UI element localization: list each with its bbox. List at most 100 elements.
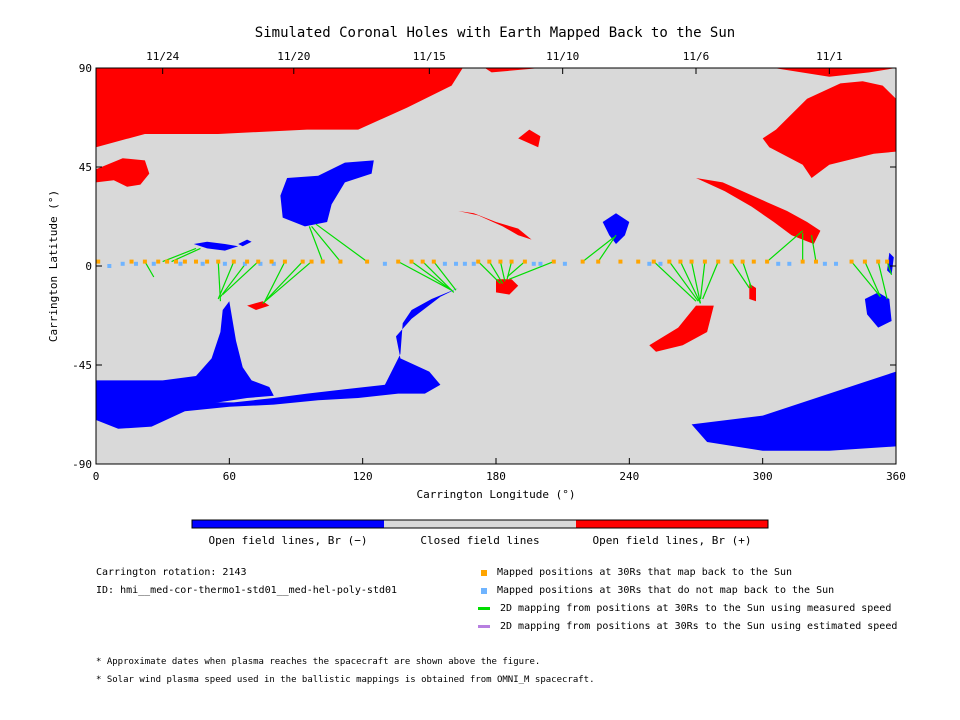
positive-coronal-hole-0 [96, 68, 463, 148]
mapped-point [282, 259, 287, 264]
mapped-point [174, 259, 178, 264]
coronal-hole-regions [96, 68, 896, 451]
mapped-point [800, 259, 805, 264]
measured-mapping-line [266, 261, 304, 300]
unmapped-point [647, 261, 652, 266]
legend-measured-line [478, 607, 490, 610]
negative-coronal-hole-0 [96, 301, 274, 420]
measured-mapping-line [477, 261, 501, 285]
unmapped-point [151, 261, 156, 266]
unmapped-point [462, 261, 467, 266]
measured-mapping-line [582, 236, 615, 263]
measured-mapping-line [488, 261, 504, 284]
mapped-point [651, 259, 656, 264]
measured-mapping-line [499, 261, 506, 282]
mapped-point [431, 259, 436, 264]
x-tick-label: 0 [93, 470, 100, 483]
unmapped-point [531, 261, 536, 266]
measured-mapping-line [702, 261, 719, 300]
unmapped-point [471, 261, 476, 266]
negative-coronal-hole-5 [238, 239, 252, 247]
top-date-label: 11/24 [146, 50, 179, 63]
mapped-point [231, 259, 236, 264]
legend-measured: 2D mapping from positions at 30Rs to the… [478, 603, 891, 614]
colorbar-positive-segment [576, 520, 768, 528]
colorbar-negative-segment [192, 520, 384, 528]
positive-coronal-hole-6 [496, 279, 519, 295]
mapped-point [498, 259, 503, 264]
unmapped-point [271, 261, 276, 266]
mapped-point [678, 259, 683, 264]
mapped-point [885, 259, 890, 264]
legend-measured-label: 2D mapping from positions at 30Rs to the… [500, 603, 892, 614]
measured-mapping-line [144, 261, 155, 278]
unmapped-point [776, 261, 781, 266]
mapped-point [862, 259, 867, 264]
top-date-label: 11/6 [683, 50, 710, 63]
mapped-point [216, 259, 221, 264]
mapped-point [156, 259, 161, 264]
mapped-point [245, 259, 250, 264]
unmapped-point [222, 261, 227, 266]
positive-coronal-hole-2 [696, 178, 821, 244]
positive-coronal-hole-8 [247, 301, 270, 310]
unmapped-point [107, 264, 112, 268]
y-tick-label: 0 [85, 260, 92, 273]
mapping-lines [144, 223, 893, 304]
mapped-point [338, 259, 343, 264]
unmapped-point [822, 261, 827, 266]
measured-mapping-line [311, 226, 341, 262]
colorbar-closed-segment [384, 520, 576, 528]
measured-mapping-line [506, 261, 526, 278]
unmapped-point [538, 261, 543, 266]
y-tick-label: -90 [72, 458, 92, 471]
positive-coronal-hole-1 [484, 68, 896, 178]
unmapped-point [442, 261, 447, 266]
unmapped-point [834, 261, 838, 266]
unmapped-point [200, 261, 205, 266]
mapped-point [182, 259, 187, 264]
measured-mapping-line [597, 234, 617, 262]
mapped-point [716, 259, 721, 264]
positive-coronal-hole-4 [458, 211, 532, 240]
legend-unmapped-marker [481, 587, 487, 594]
x-tick-label: 180 [486, 470, 506, 483]
unmapped-point [120, 261, 125, 266]
top-date-label: 11/10 [546, 50, 579, 63]
negative-coronal-hole-1 [96, 288, 459, 429]
measured-mapping-line [851, 261, 881, 298]
mapped-point [487, 259, 492, 264]
measured-mapping-line [668, 261, 699, 302]
measured-mapping-line [397, 261, 452, 291]
mapped-point [96, 259, 101, 264]
measured-mapping-line [877, 261, 888, 300]
mapped-point [300, 259, 305, 264]
mapped-point [142, 259, 147, 264]
y-tick-label: 90 [79, 62, 92, 75]
y-tick-label: -45 [72, 359, 92, 372]
mapped-point [409, 259, 414, 264]
mapped-point [689, 259, 694, 264]
mapped-point [849, 259, 854, 264]
measured-mapping-line [886, 261, 893, 275]
unmapped-point [178, 261, 183, 266]
mapped-point [636, 259, 641, 264]
legend-mapped-marker [481, 569, 487, 576]
mapped-point [365, 259, 370, 264]
mapped-point [320, 259, 325, 264]
measured-mapping-line [690, 261, 702, 304]
positive-coronal-hole-3 [96, 158, 150, 187]
x-tick-label: 300 [753, 470, 773, 483]
legend-mapped-label: Mapped positions at 30Rs that map back t… [497, 567, 793, 578]
measured-mapping-line [433, 261, 457, 291]
colorbar-frame [191, 519, 769, 529]
unmapped-point [134, 261, 138, 266]
mapped-point [702, 259, 707, 264]
colorbar-label-closed: Closed field lines [420, 534, 540, 547]
x-tick-label: 60 [223, 470, 236, 483]
mapped-point [309, 259, 314, 264]
mapped-point [667, 259, 672, 264]
measured-mapping-line [219, 261, 248, 298]
measured-mapping-line [742, 261, 753, 289]
